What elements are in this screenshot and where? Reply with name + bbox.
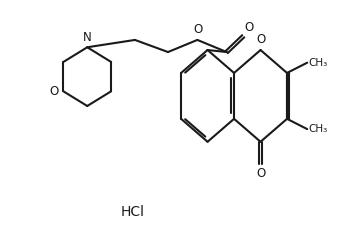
Text: O: O — [245, 21, 254, 34]
Text: O: O — [193, 23, 202, 36]
Text: CH₃: CH₃ — [309, 124, 328, 134]
Text: HCl: HCl — [121, 205, 145, 219]
Text: CH₃: CH₃ — [309, 58, 328, 68]
Text: O: O — [257, 33, 266, 46]
Text: N: N — [83, 31, 92, 44]
Text: O: O — [49, 85, 59, 98]
Text: O: O — [256, 168, 265, 180]
